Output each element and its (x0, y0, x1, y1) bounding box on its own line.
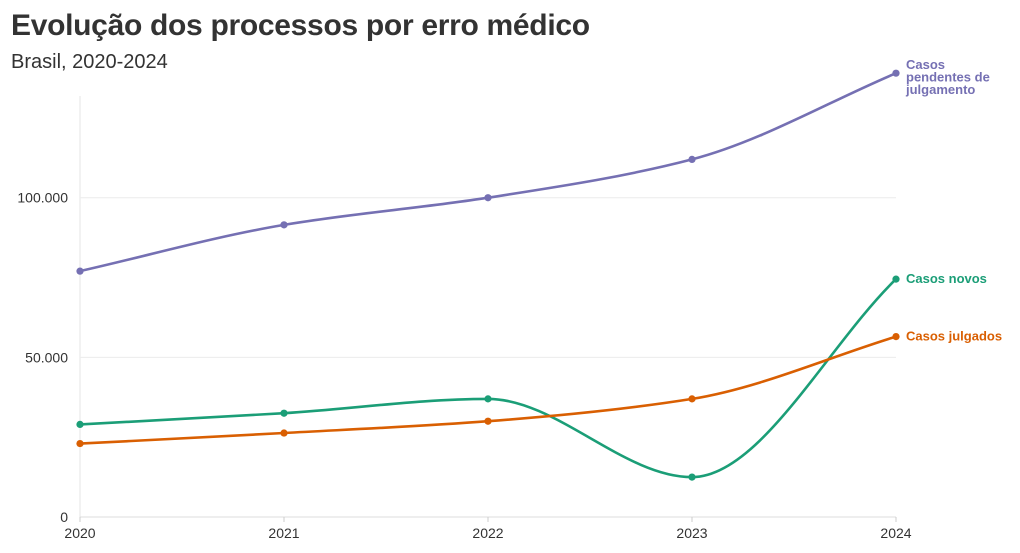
data-point-casos-pendentes-de-julgamento (76, 267, 84, 275)
data-point-casos-pendentes-de-julgamento (280, 221, 288, 229)
data-point-casos-julgados (280, 429, 288, 437)
label-layer: Casos pendentes de julgamento Casos novos Ca… (905, 57, 1002, 343)
y-tick-label: 100.000 (17, 190, 68, 206)
data-point-casos-novos (688, 473, 696, 481)
series-layer (76, 69, 900, 481)
series-label-casos-novos: Casos novos (906, 271, 987, 286)
data-point-casos-pendentes-de-julgamento (484, 194, 492, 202)
data-point-casos-novos (76, 420, 84, 429)
x-tick-label: 2024 (880, 525, 911, 541)
x-tick-label: 2021 (268, 525, 299, 541)
axis-layer: 0 50.000 100.000 2020 2021 2022 2023 2024 (17, 190, 911, 541)
series-label-casos-pendentes-de-julgamento: Casos pendentes de julgamento (905, 57, 990, 97)
chart-title: Evolução dos processos por erro médico (11, 9, 590, 42)
series-label-casos-julgados: Casos julgados (906, 329, 1002, 344)
x-tick-label: 2020 (64, 525, 95, 541)
data-point-casos-pendentes-de-julgamento (892, 69, 900, 77)
data-point-casos-julgados (892, 333, 900, 341)
data-point-casos-pendentes-de-julgamento (688, 155, 696, 163)
data-point-casos-julgados (484, 417, 492, 425)
grid-layer (79, 96, 896, 518)
x-tick-label: 2023 (676, 525, 707, 541)
data-point-casos-julgados (76, 439, 84, 448)
data-point-casos-novos (280, 409, 288, 417)
series-line-casos-pendentes-de-julgamento (78, 71, 898, 273)
x-tick-label: 2022 (472, 525, 503, 541)
data-point-casos-novos (892, 275, 900, 283)
chart-subtitle: Brasil, 2020-2024 (11, 51, 168, 73)
data-point-casos-julgados (688, 395, 696, 403)
data-point-casos-novos (484, 395, 492, 403)
y-tick-label: 0 (60, 509, 68, 525)
series-line-casos-novos (78, 277, 898, 479)
y-tick-label: 50.000 (25, 349, 68, 365)
